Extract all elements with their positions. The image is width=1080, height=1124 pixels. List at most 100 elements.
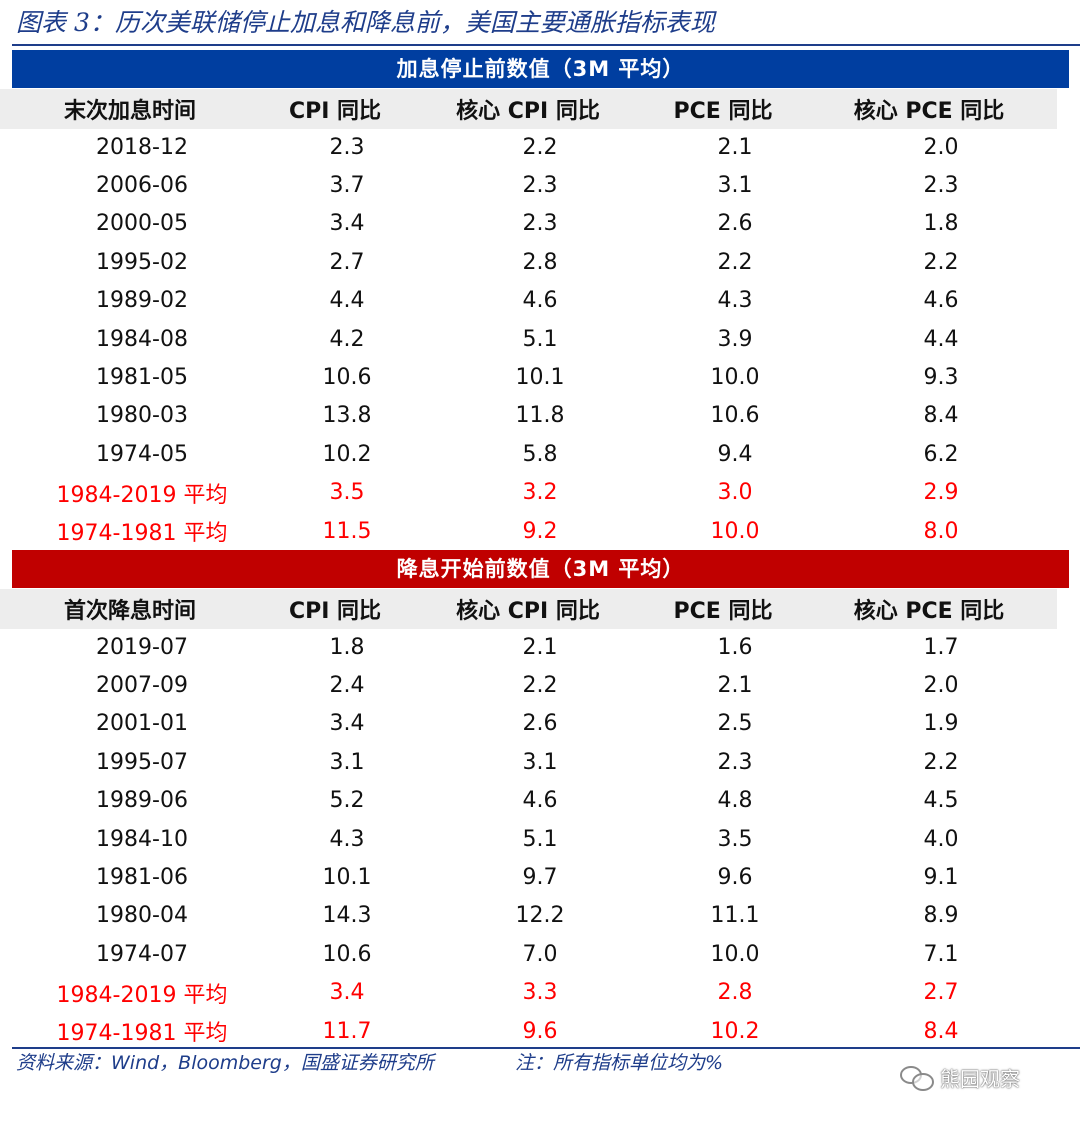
cell-core-cpi: 5.1 — [522, 326, 558, 352]
cell-core-cpi: 3.3 — [522, 980, 558, 1006]
table-row: 2006-06 3.7 2.3 3.1 2.3 — [12, 166, 1069, 204]
cell-core-cpi: 2.8 — [522, 249, 558, 275]
cell-core-pce: 2.3 — [923, 173, 959, 199]
cell-core-pce: 4.4 — [923, 326, 959, 352]
table-row: 1981-05 10.6 10.1 10.0 9.3 — [12, 358, 1069, 396]
cell-core-pce: 9.1 — [923, 865, 959, 891]
cell-date: 2000-05 — [96, 211, 188, 237]
cell-core-cpi: 10.1 — [515, 365, 565, 391]
section1-header-row: 末次加息时间 CPI 同比 核心 CPI 同比 PCE 同比 核心 PCE 同比 — [0, 89, 1057, 129]
watermark-text: 熊园观察 — [940, 1066, 1020, 1091]
cell-date: 1980-04 — [96, 903, 188, 929]
cell-core-cpi: 2.2 — [522, 673, 558, 699]
cell-pce: 2.6 — [717, 211, 753, 237]
cell-core-pce: 9.3 — [923, 365, 959, 391]
bottom-rule — [12, 1047, 1080, 1049]
cell-cpi: 1.8 — [329, 634, 365, 660]
unit-note: 注：所有指标单位均为% — [515, 1052, 724, 1074]
cell-core-cpi: 4.6 — [522, 788, 558, 814]
cell-cpi: 3.4 — [329, 711, 365, 737]
table-row: 1974-05 10.2 5.8 9.4 6.2 — [12, 435, 1069, 473]
cell-core-cpi: 3.1 — [522, 749, 558, 775]
cell-core-cpi: 2.6 — [522, 711, 558, 737]
cell-date: 1974-1981 平均 — [56, 521, 228, 547]
cell-cpi: 10.1 — [322, 865, 372, 891]
top-rule — [12, 44, 1080, 46]
table-row: 1980-03 13.8 11.8 10.6 8.4 — [12, 397, 1069, 435]
cell-cpi: 10.6 — [322, 941, 372, 967]
cell-date: 1974-1981 平均 — [56, 1021, 228, 1047]
cell-core-cpi: 2.1 — [522, 634, 558, 660]
cell-cpi: 3.5 — [329, 480, 365, 506]
cell-date: 1981-06 — [96, 865, 188, 891]
cell-core-pce: 2.9 — [923, 480, 959, 506]
watermark: 熊园观察 — [900, 1062, 1020, 1092]
table-row: 1981-06 10.1 9.7 9.6 9.1 — [12, 858, 1069, 896]
cell-core-cpi: 9.7 — [522, 865, 558, 891]
cell-cpi: 2.4 — [329, 673, 365, 699]
header-pce: PCE 同比 — [673, 99, 773, 124]
cell-core-cpi: 3.2 — [522, 480, 558, 506]
cell-core-pce: 8.0 — [923, 518, 959, 544]
cell-core-cpi: 12.2 — [515, 903, 565, 929]
cell-date: 1980-03 — [96, 403, 188, 429]
cell-pce: 1.6 — [717, 634, 753, 660]
cell-pce: 11.1 — [710, 903, 760, 929]
cell-date: 1981-05 — [96, 365, 188, 391]
cell-core-pce: 6.2 — [923, 441, 959, 467]
cell-core-pce: 4.5 — [923, 788, 959, 814]
cell-pce: 10.0 — [710, 941, 760, 967]
table-row: 1984-08 4.2 5.1 3.9 4.4 — [12, 320, 1069, 358]
cell-core-pce: 2.7 — [923, 980, 959, 1006]
cell-core-cpi: 9.6 — [522, 1018, 558, 1044]
cell-date: 2018-12 — [96, 134, 188, 160]
cell-core-pce: 4.0 — [923, 826, 959, 852]
cell-core-pce: 2.2 — [923, 749, 959, 775]
table-row: 1989-06 5.2 4.6 4.8 4.5 — [12, 782, 1069, 820]
table-row: 2019-07 1.8 2.1 1.6 1.7 — [12, 628, 1069, 666]
wechat-icon — [900, 1064, 934, 1091]
cell-date: 1974-07 — [96, 941, 188, 967]
cell-date: 1984-10 — [96, 826, 188, 852]
cell-date: 2006-06 — [96, 173, 188, 199]
header-cpi: CPI 同比 — [288, 599, 382, 624]
cell-core-pce: 8.4 — [923, 1018, 959, 1044]
table-row: 1984-10 4.3 5.1 3.5 4.0 — [12, 820, 1069, 858]
table-row: 2000-05 3.4 2.3 2.6 1.8 — [12, 205, 1069, 243]
cell-pce: 9.4 — [717, 441, 753, 467]
table-row: 2001-01 3.4 2.6 2.5 1.9 — [12, 705, 1069, 743]
cell-pce: 2.1 — [717, 673, 753, 699]
table-row: 2007-09 2.4 2.2 2.1 2.0 — [12, 666, 1069, 704]
cell-pce: 3.1 — [717, 173, 753, 199]
table-row: 2018-12 2.3 2.2 2.1 2.0 — [12, 128, 1069, 166]
cell-date: 2019-07 — [96, 634, 188, 660]
section2-header-row: 首次降息时间 CPI 同比 核心 CPI 同比 PCE 同比 核心 PCE 同比 — [0, 589, 1057, 629]
cell-pce: 10.2 — [710, 1018, 760, 1044]
cell-core-pce: 4.6 — [923, 288, 959, 314]
figure-title: 图表 3：历次美联储停止加息和降息前，美国主要通胀指标表现 — [16, 8, 715, 37]
header-date: 首次降息时间 — [63, 599, 196, 624]
cell-core-pce: 8.9 — [923, 903, 959, 929]
cell-date: 1974-05 — [96, 441, 188, 467]
average-row: 1984-2019 平均 3.4 3.3 2.8 2.7 — [12, 974, 1069, 1012]
section1-band: 加息停止前数值（3M 平均） — [12, 50, 1069, 88]
table-row: 1974-07 10.6 7.0 10.0 7.1 — [12, 935, 1069, 973]
cell-date: 1989-06 — [96, 788, 188, 814]
header-core-pce: 核心 PCE 同比 — [853, 599, 1005, 624]
header-pce: PCE 同比 — [673, 599, 773, 624]
cell-cpi: 4.3 — [329, 826, 365, 852]
cell-cpi: 3.4 — [329, 980, 365, 1006]
cell-core-pce: 2.0 — [923, 134, 959, 160]
header-core-pce: 核心 PCE 同比 — [853, 99, 1005, 124]
cell-pce: 2.8 — [717, 980, 753, 1006]
cell-core-pce: 7.1 — [923, 941, 959, 967]
cell-pce: 2.1 — [717, 134, 753, 160]
header-date: 末次加息时间 — [63, 99, 196, 124]
table-row: 1989-02 4.4 4.6 4.3 4.6 — [12, 282, 1069, 320]
cell-cpi: 14.3 — [322, 903, 372, 929]
cell-core-pce: 2.2 — [923, 249, 959, 275]
cell-core-pce: 1.8 — [923, 211, 959, 237]
cell-pce: 2.5 — [717, 711, 753, 737]
cell-cpi: 13.8 — [322, 403, 372, 429]
cell-date: 1995-02 — [96, 249, 188, 275]
